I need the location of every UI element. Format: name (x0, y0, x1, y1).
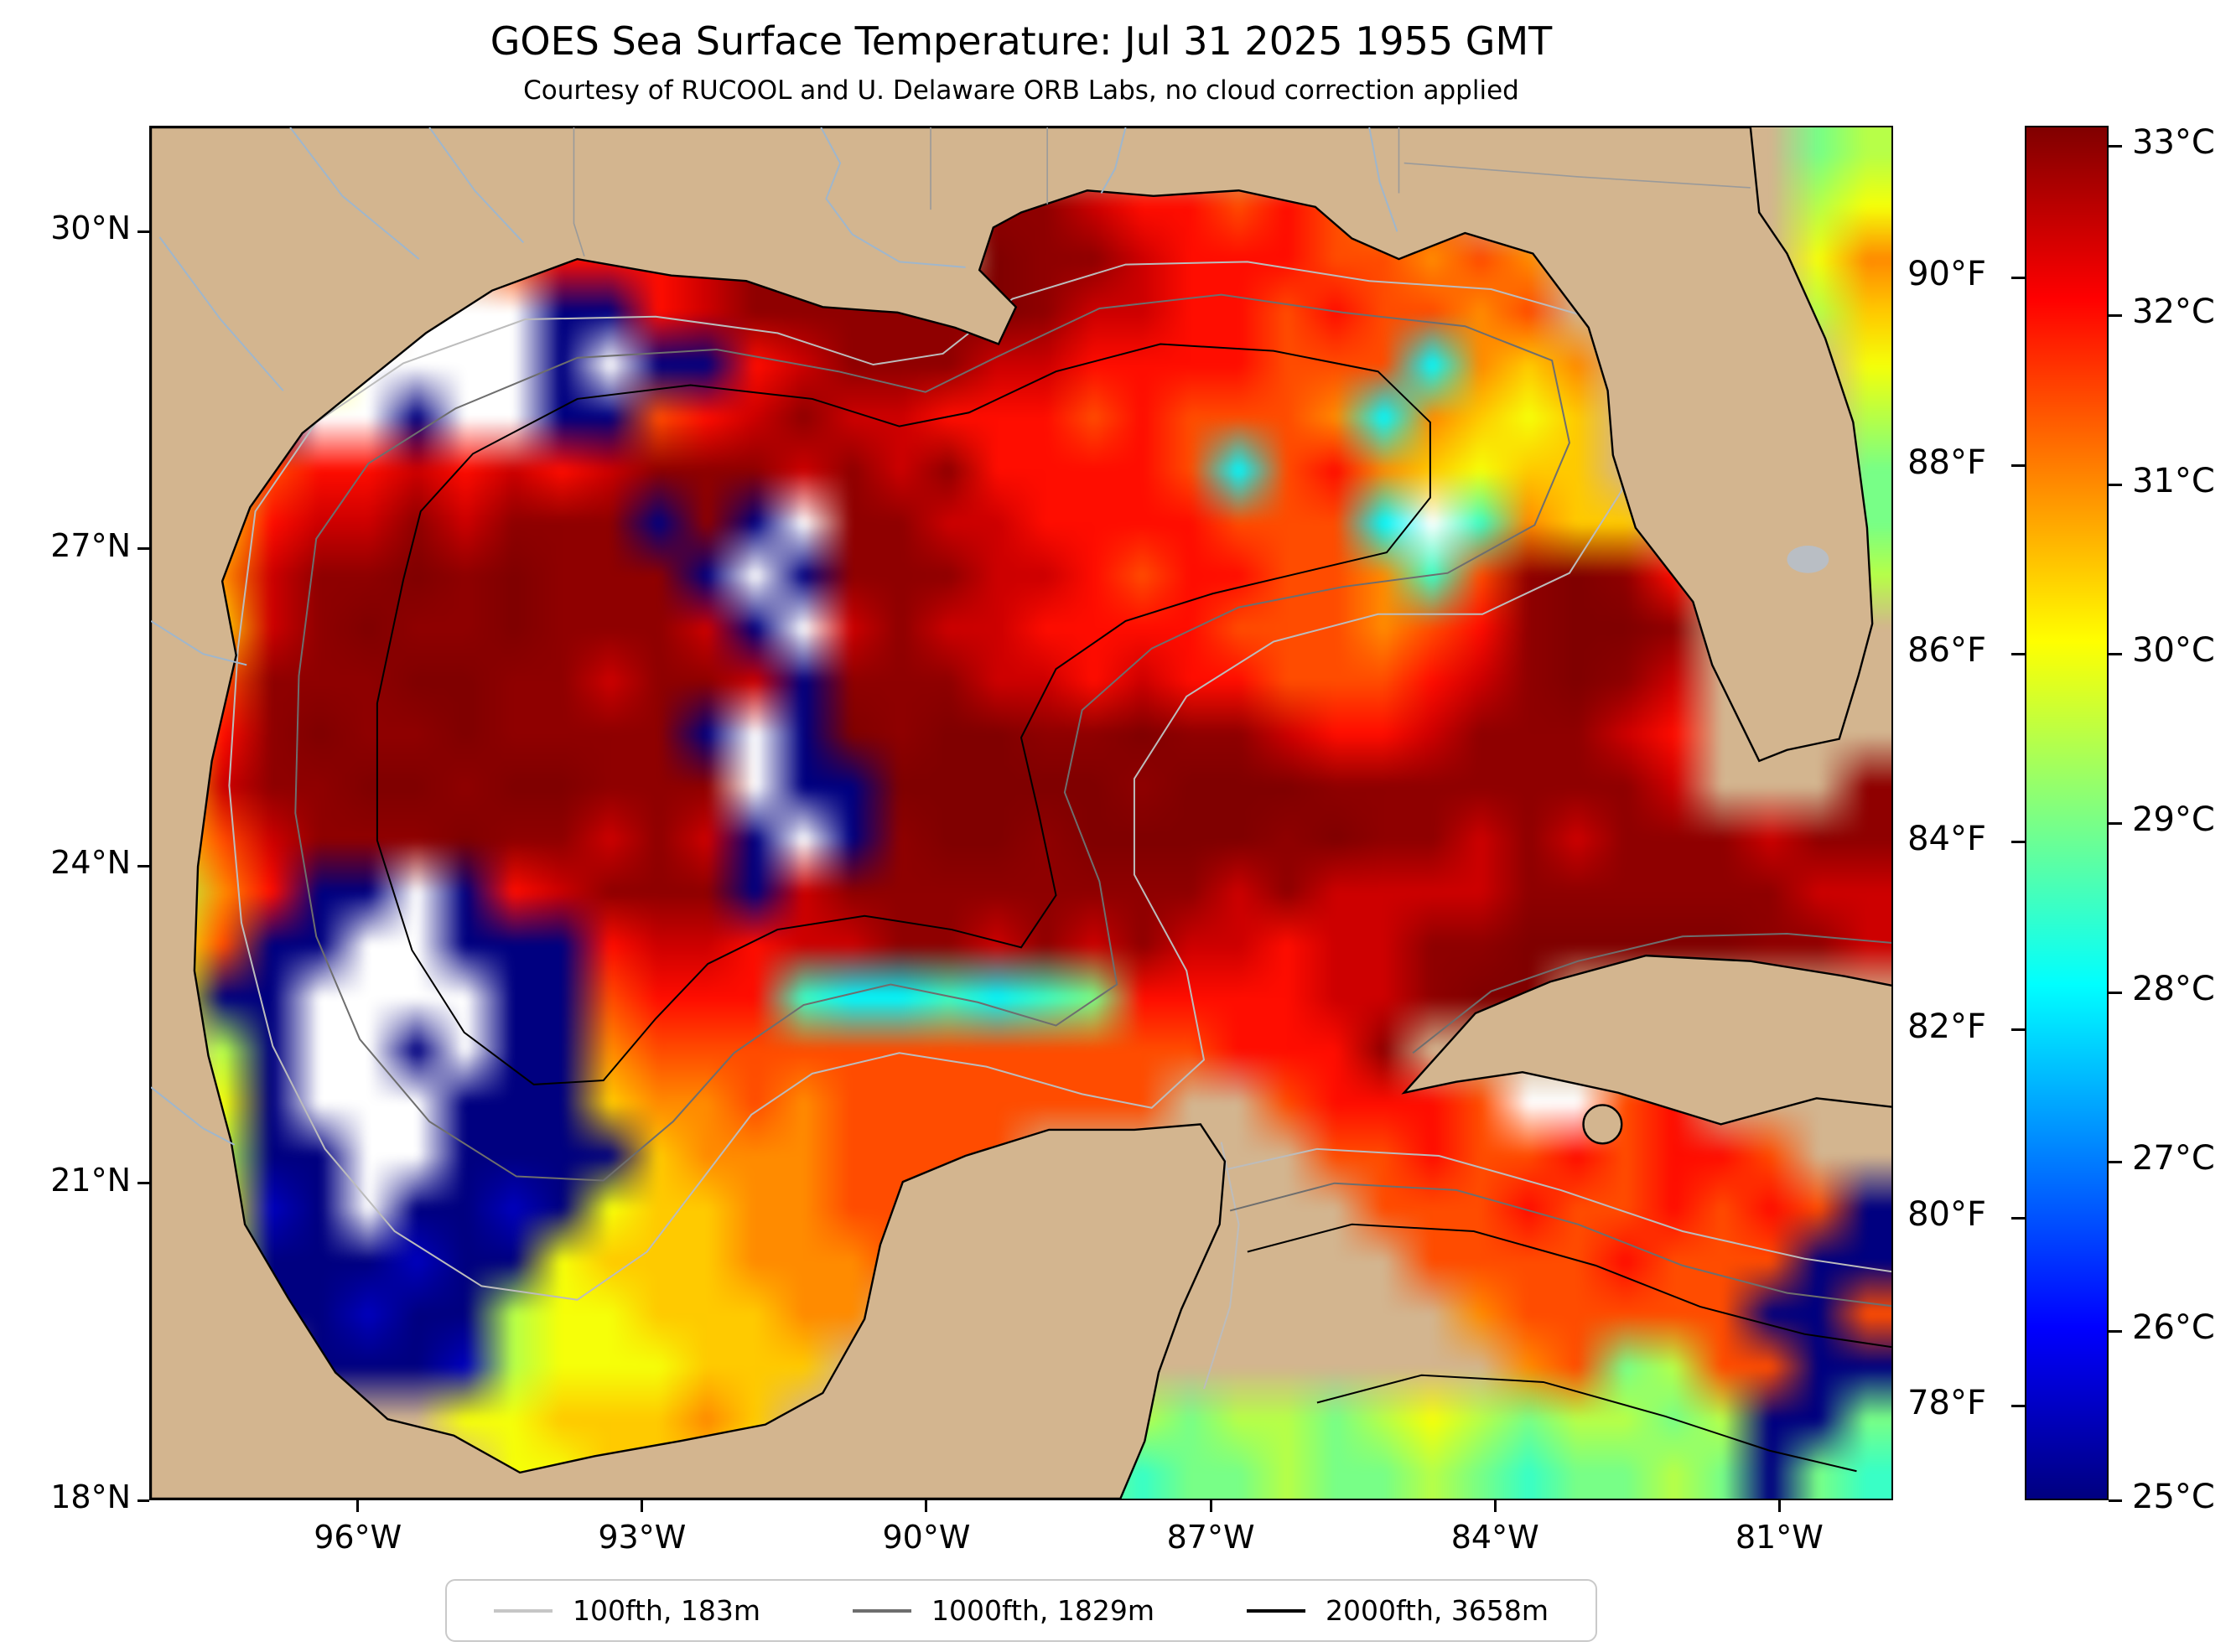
lat-tick-mark (137, 1182, 149, 1185)
bathymetry-contours (165, 210, 1891, 1471)
lon-tick-mark (1209, 1500, 1212, 1512)
contour-2000fth-caribbean-2 (1317, 1375, 1857, 1472)
colorbar-fahrenheit-tick-label: 86°F (1907, 631, 1986, 671)
legend-item-2000fth: 2000fth, 3658m (1247, 1594, 1549, 1627)
colorbar-fahrenheit-tick-label: 84°F (1907, 819, 1986, 858)
lon-tick-mark (925, 1500, 928, 1512)
colorbar-fahrenheit-tick-label: 78°F (1907, 1383, 1986, 1422)
colorbar-celsius-tick-label: 30°C (2132, 631, 2215, 671)
river-apalachicola (1369, 127, 1397, 231)
colorbar-celsius-tick-label: 27°C (2132, 1139, 2215, 1178)
lake-okeechobee (1787, 545, 1829, 573)
map-overlay-svg (151, 127, 1891, 1499)
figure-subtitle: Courtesy of RUCOOL and U. Delaware ORB L… (523, 75, 1519, 106)
river-mexico (151, 1087, 235, 1145)
legend-item-100fth: 100fth, 183m (494, 1594, 760, 1627)
river-mississippi (821, 127, 965, 267)
colorbar-fahrenheit-tick-mark (2011, 1216, 2025, 1220)
colorbar-fahrenheit-tick-mark (2011, 841, 2025, 844)
colorbar-fahrenheit-tick-mark (2011, 464, 2025, 468)
lat-tick-mark (137, 547, 149, 551)
lat-tick-label: 18°N (50, 1479, 131, 1515)
lon-tick-label: 90°W (882, 1519, 971, 1556)
lon-tick-mark (641, 1500, 644, 1512)
colorbar-celsius-tick-label: 31°C (2132, 462, 2215, 501)
colorbar-celsius-tick-mark (2109, 483, 2122, 486)
colorbar-fahrenheit-tick-mark (2011, 276, 2025, 279)
lon-tick-label: 81°W (1735, 1519, 1824, 1556)
colorbar-celsius-tick-label: 26°C (2132, 1308, 2215, 1348)
colorbar-celsius-tick-mark (2109, 144, 2122, 148)
land-rivers-and-borders (151, 127, 1829, 1145)
river-texas-3 (159, 237, 283, 391)
contour-2000fth (377, 344, 1430, 1084)
colorbar-fahrenheit-tick-label: 80°F (1907, 1195, 1986, 1235)
colorbar-fahrenheit-tick-label: 82°F (1907, 1007, 1986, 1046)
lon-tick-label: 93°W (598, 1519, 687, 1556)
lat-tick-label: 30°N (50, 210, 131, 247)
colorbar-fahrenheit-tick-mark (2011, 1405, 2025, 1408)
colorbar-celsius-tick-label: 32°C (2132, 293, 2215, 332)
legend-line-swatch-100fth (494, 1608, 553, 1613)
river-texas-2 (429, 127, 523, 242)
lat-tick-mark (137, 1499, 149, 1502)
lon-tick-label: 96°W (314, 1519, 402, 1556)
lat-tick-mark (137, 864, 149, 867)
legend-item-1000fth: 1000fth, 1829m (853, 1594, 1154, 1627)
lat-tick-label: 24°N (50, 844, 131, 882)
river-alabama (1101, 127, 1125, 194)
lon-tick-mark (1493, 1500, 1497, 1512)
contour-legend: 100fth, 183m 1000fth, 1829m 2000fth, 365… (445, 1579, 1597, 1642)
lat-tick-label: 27°N (50, 526, 131, 564)
lon-tick-label: 84°W (1450, 1519, 1539, 1556)
legend-label-100fth: 100fth, 183m (573, 1594, 761, 1627)
land-mass (151, 127, 1891, 1499)
figure-title: GOES Sea Surface Temperature: Jul 31 202… (490, 18, 1553, 64)
contour-2000fth-caribbean-1 (1248, 1225, 1891, 1348)
contour-1000fth-caribbean (1230, 1183, 1891, 1307)
colorbar-celsius-tick-label: 33°C (2132, 123, 2215, 163)
colorbar-celsius-tick-mark (2109, 821, 2122, 825)
colorbar-celsius-tick-mark (2109, 991, 2122, 994)
legend-label-2000fth: 2000fth, 3658m (1326, 1594, 1549, 1627)
colorbar-celsius-tick-label: 28°C (2132, 970, 2215, 1009)
river-rio-grande (151, 621, 246, 665)
legend-line-swatch-1000fth (853, 1608, 912, 1613)
land-cuba (1404, 955, 1891, 1124)
river-texas-1 (290, 127, 419, 259)
contour-100fth (229, 262, 1630, 1299)
contour-1000fth-cuba (1413, 934, 1891, 1053)
colorbar-celsius-tick-mark (2109, 652, 2122, 655)
contour-1000fth (295, 295, 1569, 1181)
colorbar-celsius-tick-mark (2109, 1499, 2122, 1502)
lon-tick-mark (356, 1500, 360, 1512)
legend-label-1000fth: 1000fth, 1829m (931, 1594, 1154, 1627)
colorbar (2025, 126, 2109, 1500)
land-isle-of-youth (1584, 1105, 1622, 1143)
lon-tick-mark (1777, 1500, 1781, 1512)
state-border-ga-fl (1404, 163, 1751, 188)
colorbar-celsius-tick-mark (2109, 1160, 2122, 1163)
colorbar-fahrenheit-tick-label: 90°F (1907, 255, 1986, 294)
colorbar-fahrenheit-tick-mark (2011, 652, 2025, 655)
colorbar-celsius-tick-mark (2109, 313, 2122, 317)
colorbar-celsius-tick-label: 25°C (2132, 1478, 2215, 1516)
land-north-america (151, 127, 1872, 1499)
lat-tick-label: 21°N (50, 1161, 131, 1199)
lat-tick-mark (137, 230, 149, 233)
colorbar-fahrenheit-tick-label: 88°F (1907, 443, 1986, 482)
contour-100fth-caribbean (1196, 1149, 1891, 1272)
contour-100fth-yucatan-shelf (1204, 1142, 1239, 1389)
colorbar-celsius-tick-mark (2109, 1329, 2122, 1333)
map-plot (149, 126, 1893, 1500)
legend-line-swatch-2000fth (1247, 1608, 1305, 1613)
lon-tick-label: 87°W (1166, 1519, 1255, 1556)
colorbar-fahrenheit-tick-mark (2011, 1028, 2025, 1032)
colorbar-celsius-tick-label: 29°C (2132, 800, 2215, 840)
state-border-tx-la (573, 127, 584, 256)
